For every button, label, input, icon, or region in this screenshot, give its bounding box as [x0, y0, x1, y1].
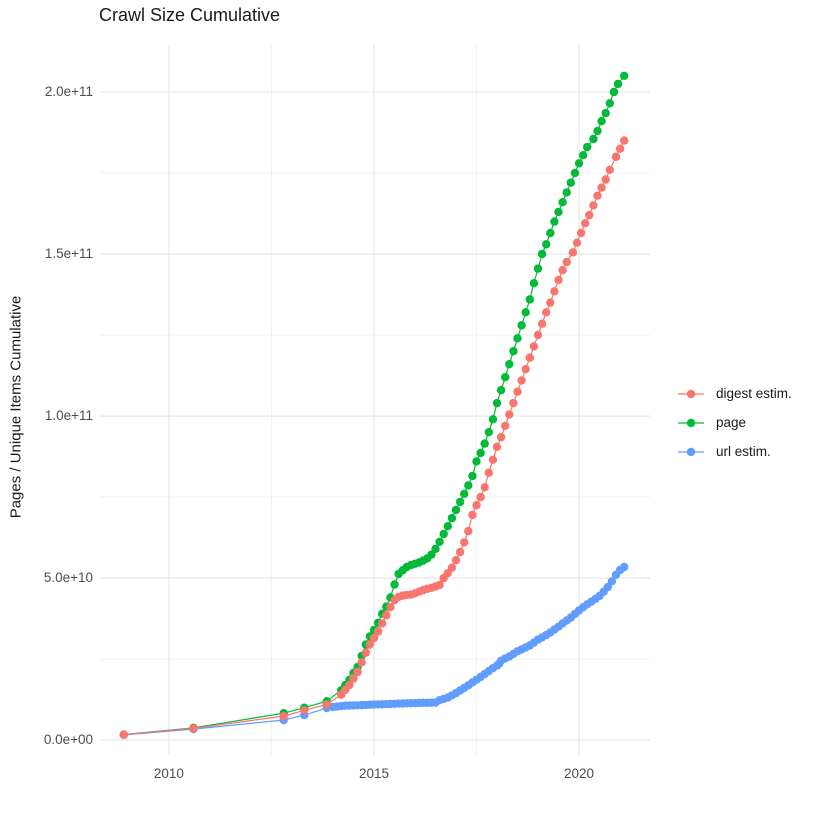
x-tick-label: 2020 [564, 766, 595, 781]
legend: digest estim. page url estim. [676, 379, 792, 466]
legend-item-digest-estim: digest estim. [676, 379, 792, 408]
y-tick-label: 5.0e+10 [43, 570, 93, 586]
y-tick-label: 1.0e+11 [44, 408, 93, 424]
y-tick-label: 1.5e+11 [44, 246, 93, 261]
x-tick-label: 2015 [358, 766, 389, 781]
legend-label: url estim. [716, 444, 771, 459]
legend-key-icon [678, 389, 704, 398]
legend-key-icon [678, 418, 704, 427]
legend-label: page [716, 415, 747, 430]
legend-key-icon [678, 447, 704, 456]
y-tick-label: 2.0e+11 [44, 83, 93, 99]
legend-item-url-estim: url estim. [676, 437, 792, 466]
x-tick-label: 2010 [153, 766, 184, 781]
legend-item-page: page [676, 408, 792, 437]
legend-label: digest estim. [716, 386, 792, 401]
y-tick-label: 0.0e+00 [43, 732, 93, 748]
chart-title: Crawl Size Cumulative [99, 5, 281, 25]
